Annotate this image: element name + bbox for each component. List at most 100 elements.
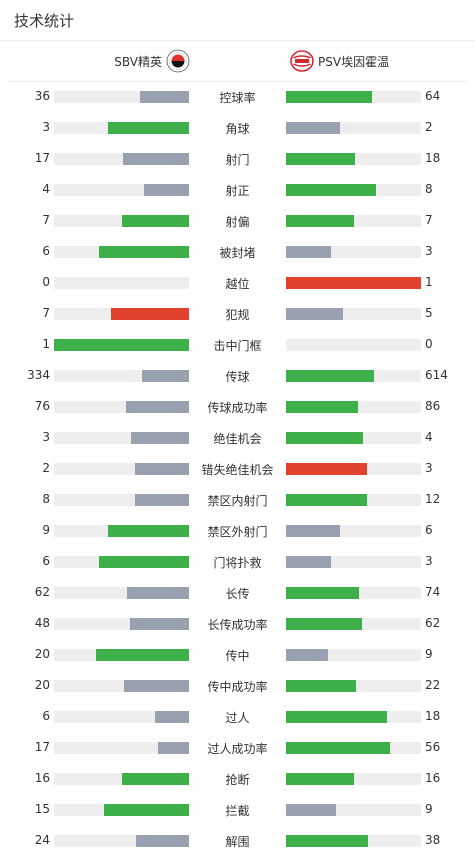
home-stat-value: 6 [42,709,50,723]
home-stat-value: 36 [34,89,50,103]
away-stat-value: 0 [425,337,433,351]
away-stat-bar [286,525,421,537]
home-stat-value: 4 [42,182,50,196]
home-stat-bar [54,91,189,103]
away-stat-value: 38 [425,833,441,847]
away-stat-value: 12 [425,492,441,506]
away-stat-value: 56 [425,740,441,754]
home-stat-bar-fill [141,370,189,382]
away-stat-value: 614 [425,368,448,382]
home-stat-value: 6 [42,244,50,258]
home-stat-value: 17 [34,740,50,754]
home-stat-value: 3 [42,430,50,444]
home-stat-value: 9 [42,523,50,537]
away-stat-bar-fill [286,587,359,599]
stat-row: 17 射门 18 [0,143,475,174]
home-stat-bar-fill [54,339,189,351]
stat-label: 控球率 [219,91,256,105]
home-stat-bar [54,494,189,506]
stat-row: 4 射正 8 [0,174,475,205]
away-stat-bar-fill [286,463,367,475]
away-stat-bar [286,649,421,661]
away-team[interactable]: PSV埃因霍温 [290,49,389,73]
away-stat-value: 86 [425,399,441,413]
stat-label: 禁区外射门 [207,525,268,539]
away-stat-value: 1 [425,275,433,289]
home-stat-value: 8 [42,492,50,506]
home-stat-value: 17 [34,151,50,165]
away-stat-bar-fill [286,680,357,692]
stat-row: 1 击中门框 0 [0,329,475,360]
away-stat-bar [286,432,421,444]
away-stat-value: 9 [425,647,433,661]
stat-row: 2 错失绝佳机会 3 [0,453,475,484]
home-stat-bar [54,184,189,196]
away-stat-bar [286,370,421,382]
stat-label: 传球 [225,370,250,384]
home-stat-bar [54,370,189,382]
stat-row: 0 越位 1 [0,267,475,298]
stat-label: 禁区内射门 [207,494,268,508]
away-stat-bar [286,618,421,630]
away-stat-value: 6 [425,523,433,537]
away-stat-bar-fill [286,432,363,444]
away-stat-bar [286,711,421,723]
stat-row: 16 抢断 16 [0,763,475,794]
stat-row: 3 绝佳机会 4 [0,422,475,453]
away-stat-bar-fill [286,91,373,103]
home-stat-bar-fill [130,432,189,444]
home-stat-bar-fill [135,494,189,506]
away-stat-bar-fill [286,122,340,134]
away-team-logo-icon [290,50,314,72]
home-stat-bar-fill [108,122,189,134]
stat-row: 36 控球率 64 [0,81,475,112]
divider [8,81,467,82]
home-stat-bar [54,153,189,165]
home-stat-bar [54,122,189,134]
home-stat-bar [54,339,189,351]
stat-label: 被封堵 [219,246,256,260]
away-stat-bar [286,122,421,134]
home-stat-value: 48 [34,616,50,630]
home-stat-bar [54,618,189,630]
stat-row: 334 传球 614 [0,360,475,391]
home-team[interactable]: SBV精英 [114,49,190,73]
away-stat-bar [286,215,421,227]
home-stat-bar-fill [125,401,189,413]
away-stat-value: 22 [425,678,441,692]
stat-label: 拦截 [225,804,250,818]
home-stat-bar [54,804,189,816]
home-stat-bar-fill [98,556,189,568]
home-stat-value: 6 [42,554,50,568]
home-stat-bar-fill [155,711,189,723]
stat-label: 门将扑救 [213,556,262,570]
stat-row: 6 门将扑救 3 [0,546,475,577]
away-stat-bar-fill [286,525,340,537]
away-stat-value: 8 [425,182,433,196]
home-stat-value: 20 [34,647,50,661]
stat-label: 传中 [225,649,250,663]
away-stat-bar [286,308,421,320]
home-stat-value: 3 [42,120,50,134]
away-stat-value: 3 [425,461,433,475]
section-title: 技术统计 [14,12,75,30]
away-stat-bar-fill [286,277,421,289]
away-stat-value: 74 [425,585,441,599]
away-stat-bar [286,153,421,165]
home-stat-value: 334 [27,368,50,382]
away-stat-bar-fill [286,618,362,630]
stat-label: 传球成功率 [207,401,268,415]
stat-row: 20 传中 9 [0,639,475,670]
stat-row: 17 过人成功率 56 [0,732,475,763]
home-stat-value: 15 [34,802,50,816]
home-stat-value: 2 [42,461,50,475]
stat-row: 48 长传成功率 62 [0,608,475,639]
home-stat-value: 24 [34,833,50,847]
home-stat-bar-fill [121,773,189,785]
away-stat-bar [286,742,421,754]
away-stat-bar-fill [286,401,358,413]
stat-label: 击中门框 [213,339,262,353]
home-stat-bar-fill [144,184,189,196]
home-stat-bar [54,742,189,754]
home-stat-value: 16 [34,771,50,785]
